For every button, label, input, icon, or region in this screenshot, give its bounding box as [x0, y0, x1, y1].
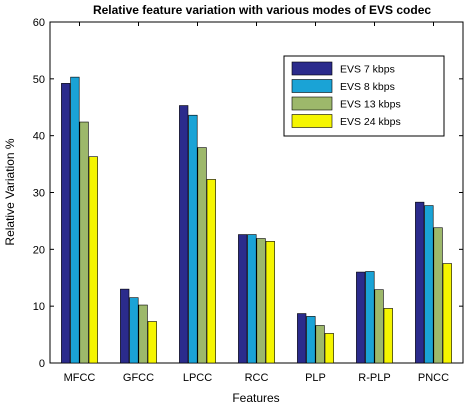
bar [79, 121, 89, 364]
y-tick-label: 10 [33, 301, 45, 313]
bar [256, 238, 266, 364]
bar [324, 333, 334, 364]
x-tick-label: R-PLP [358, 372, 390, 384]
bar [356, 271, 366, 364]
y-axis-label: Relative Variation % [3, 138, 17, 245]
bar [374, 289, 384, 364]
bar [179, 105, 189, 364]
bar [88, 156, 98, 364]
bar [147, 321, 157, 364]
bar [206, 179, 216, 364]
bar [265, 241, 275, 364]
bar [197, 147, 207, 364]
x-tick-label: MFCC [64, 372, 96, 384]
bar [315, 325, 325, 364]
bar [247, 234, 257, 364]
y-tick-label: 40 [33, 131, 45, 143]
x-tick-label: GFCC [123, 372, 154, 384]
y-tick-label: 0 [39, 358, 45, 370]
x-tick-label: PNCC [418, 372, 449, 384]
y-tick-label: 50 [33, 74, 45, 86]
bar [424, 205, 434, 364]
x-tick-label: LPCC [183, 372, 212, 384]
legend-swatch [291, 61, 333, 76]
legend-label: EVS 13 kbps [340, 99, 401, 111]
legend-label: EVS 7 kbps [340, 64, 395, 76]
legend-label: EVS 8 kbps [340, 81, 395, 93]
bars-group [61, 76, 452, 364]
chart-title: Relative feature variation with various … [93, 3, 431, 17]
legend-swatch [291, 79, 333, 93]
x-axis: MFCC GFCC LPCC RCC PLP R-PLP PNCC [64, 22, 449, 384]
y-axis: 0 10 20 30 40 50 60 [33, 17, 463, 370]
bar [415, 201, 425, 364]
y-tick-label: 20 [33, 244, 45, 256]
x-tick-label: PLP [305, 372, 326, 384]
bar [188, 114, 198, 364]
y-tick-label: 30 [33, 188, 45, 200]
bar [306, 316, 316, 364]
bar [70, 76, 80, 364]
bar [120, 288, 130, 364]
legend: EVS 7 kbps EVS 8 kbps EVS 13 kbps EVS 24 kb… [283, 55, 445, 137]
bar [442, 263, 452, 364]
legend-label: EVS 24 kbps [340, 116, 401, 128]
bar [297, 313, 307, 364]
legend-swatch [291, 96, 333, 111]
bar [365, 271, 375, 364]
y-tick-label: 60 [33, 17, 45, 29]
bar [61, 83, 71, 364]
legend-swatch [291, 114, 333, 128]
bar [138, 304, 148, 364]
bar [383, 308, 393, 364]
bar [129, 297, 139, 364]
bar [433, 227, 443, 364]
bar [238, 234, 248, 364]
x-tick-label: RCC [245, 372, 269, 384]
x-axis-label: Features [232, 391, 279, 405]
